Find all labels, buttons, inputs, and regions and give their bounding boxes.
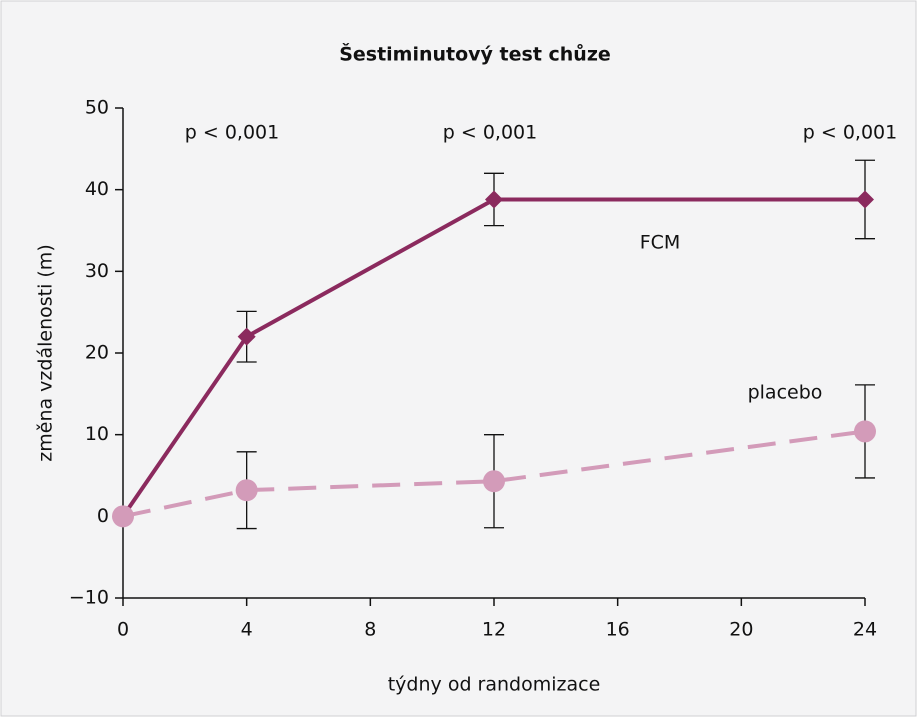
y-tick-label: 0	[97, 505, 109, 527]
marker	[854, 420, 876, 443]
y-tick-label: 10	[85, 423, 109, 445]
y-tick-label: 30	[85, 260, 109, 282]
y-tick-label: 50	[85, 97, 109, 119]
x-axis-label: týdny od randomizace	[388, 674, 601, 696]
series-line	[121, 197, 865, 518]
x-tick-label: 24	[853, 619, 877, 641]
series-label: FCM	[640, 232, 681, 254]
x-tick-label: 0	[117, 619, 129, 641]
y-tick-label: 40	[85, 178, 109, 200]
annotation: p < 0,001	[443, 122, 537, 144]
y-axis-label: změna vzdálenosti (m)	[35, 244, 57, 461]
x-tick-label: 4	[241, 619, 253, 641]
x-tick-label: 12	[482, 619, 506, 641]
annotation: p < 0,001	[185, 122, 279, 144]
series-line	[122, 429, 866, 519]
marker	[112, 505, 134, 528]
x-tick-label: 20	[729, 619, 753, 641]
marker	[856, 190, 874, 209]
x-tick-label: 8	[364, 619, 376, 641]
marker	[485, 190, 503, 209]
marker	[235, 479, 258, 502]
x-tick-label: 16	[606, 619, 630, 641]
y-tick-label: 20	[85, 342, 109, 364]
y-tick-label: −10	[69, 587, 109, 609]
series-label: placebo	[748, 382, 823, 404]
marker	[483, 470, 505, 493]
annotation: p < 0,001	[803, 122, 897, 144]
marker	[237, 327, 256, 346]
chart-title: Šestiminutový test chůze	[339, 42, 611, 66]
